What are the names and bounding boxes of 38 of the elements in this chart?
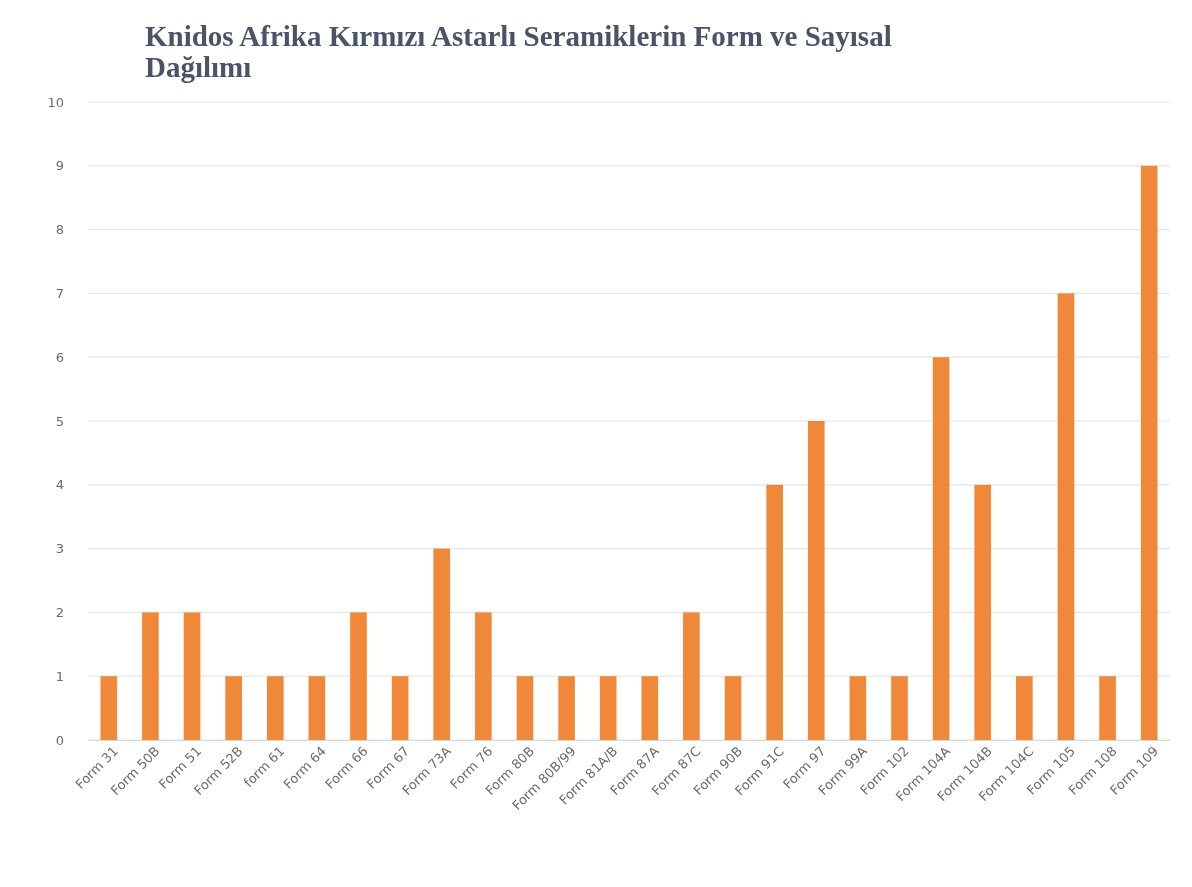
y-tick-label: 8 [55,222,64,238]
bar [516,676,534,740]
bar [266,676,284,740]
bar [724,676,742,740]
bar [558,676,575,740]
bar [891,676,908,740]
bar [807,421,825,740]
bar [391,676,409,740]
y-tick-label: 5 [55,413,64,429]
y-tick-label: 7 [55,286,64,302]
y-tick-label: 9 [55,158,64,174]
bar [766,484,783,740]
bar [683,612,700,740]
y-tick-label: 10 [47,94,64,110]
bar [433,548,451,740]
bar [183,612,201,740]
bar [849,676,867,740]
bar [100,676,118,740]
bar [974,484,992,740]
y-tick-label: 1 [55,668,64,684]
bar [1140,165,1158,740]
bar [225,676,242,740]
bar [142,612,159,740]
y-tick-label: 2 [55,605,64,621]
bar [599,676,617,740]
bar [350,612,367,740]
bar [641,676,659,740]
bar [475,612,492,740]
y-tick-label: 3 [55,541,64,557]
bar [932,357,950,740]
bar [308,676,326,740]
y-tick-label: 0 [55,732,64,748]
bar [1016,676,1033,740]
y-tick-label: 4 [55,477,64,493]
bar [1057,293,1075,740]
y-tick-label: 6 [55,349,64,365]
chart-title: Knidos Afrika Kırmızı Astarlı Seramiklerin Form ve Sayısal Dağılımı [145,20,892,83]
bar [1099,676,1116,740]
